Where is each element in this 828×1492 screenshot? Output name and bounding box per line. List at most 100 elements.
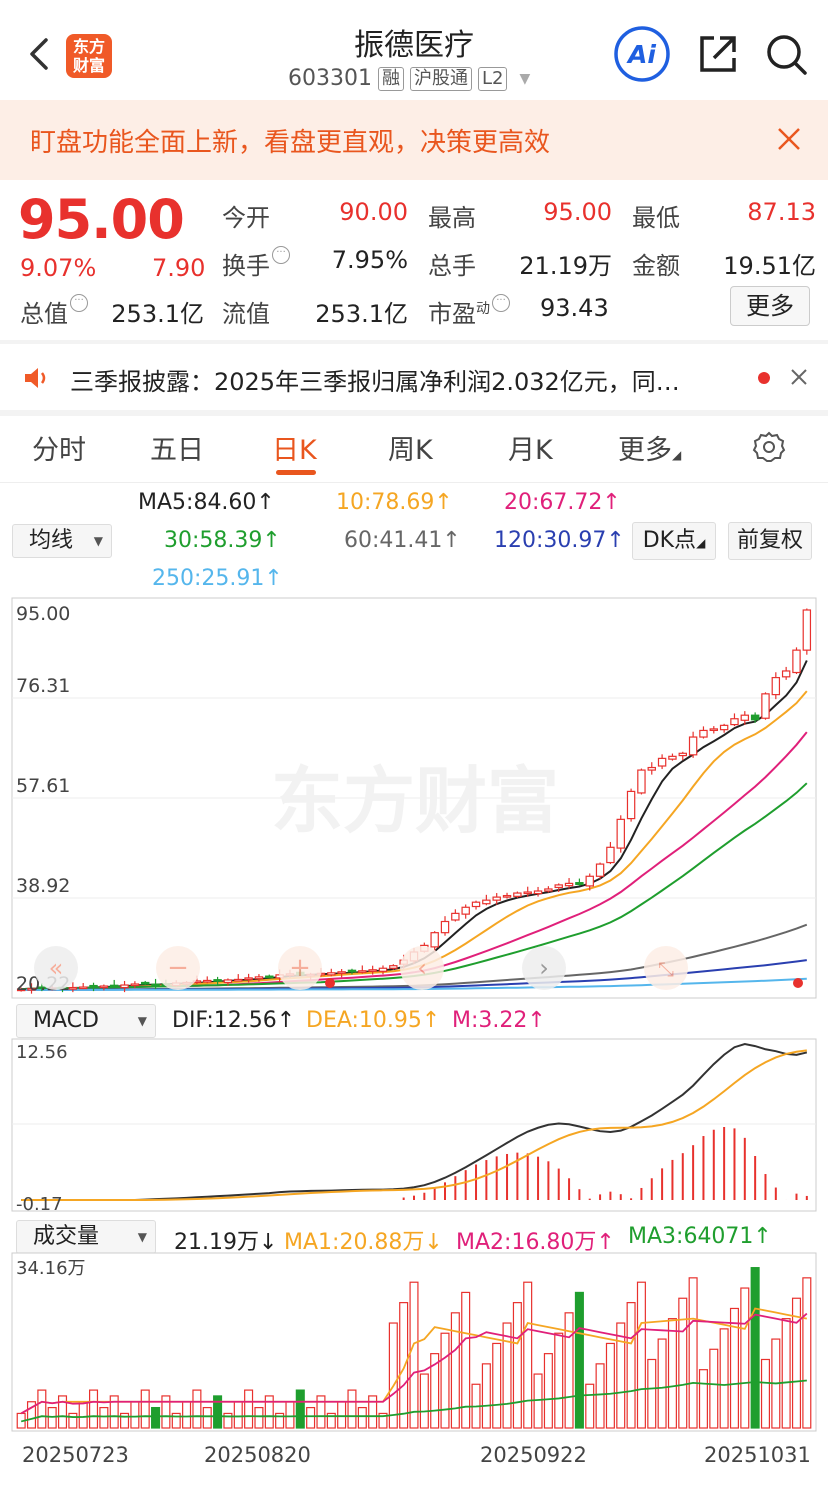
close-icon[interactable] [776, 126, 802, 152]
chevron-left-icon[interactable]: ‹ [417, 954, 427, 982]
volume-ma3: MA3:64071↑ [628, 1224, 772, 1249]
ai-icon[interactable]: Ai [612, 24, 672, 84]
volume-bar [378, 1412, 388, 1429]
volume-bar [698, 1369, 708, 1429]
volume-bar [192, 1389, 202, 1429]
volume-bar [399, 1302, 409, 1429]
ma5-value: MA5:84.60↑ [138, 490, 275, 515]
fullscreen-button[interactable] [644, 946, 688, 990]
info-dots-icon[interactable]: ··· [70, 294, 88, 312]
minus-icon[interactable]: − [167, 953, 189, 983]
volume-bar [120, 1412, 130, 1429]
ma250-value: 250:25.91↑ [152, 566, 283, 591]
volume-bar [595, 1363, 605, 1429]
chart-period-tabs: 分时 五日 日K 周K 月K 更多◢ [0, 420, 828, 480]
tab-five-day[interactable]: 五日 [150, 435, 204, 466]
search-icon[interactable] [764, 32, 808, 76]
step-right-button[interactable] [522, 946, 566, 990]
volume-chart[interactable]: 34.16万 20250723 20250820 20250922 202510… [0, 1252, 828, 1492]
candle [347, 969, 357, 973]
candle [802, 609, 812, 651]
volume-bar [47, 1406, 57, 1429]
macd-select[interactable]: MACD ▼ [16, 1004, 156, 1038]
candle [513, 892, 522, 897]
candle [595, 863, 605, 877]
ma-select[interactable]: 均线 ▼ [12, 524, 112, 558]
y-label-3: 57.61 [16, 775, 70, 797]
adjusted-price-button[interactable]: 前复权 [728, 522, 812, 560]
candle [668, 755, 677, 760]
macd-chart[interactable]: 12.56 -0.17 [0, 1038, 828, 1214]
y-label-2: 76.31 [16, 675, 70, 697]
candle [471, 901, 481, 908]
tab-weekly-k[interactable]: 周K [388, 435, 433, 466]
event-marker[interactable] [793, 978, 803, 988]
candle [657, 757, 667, 767]
gear-icon[interactable] [752, 430, 786, 464]
grid-lines [12, 697, 816, 899]
more-quote-button[interactable]: 更多 [730, 286, 810, 326]
candle [99, 985, 109, 989]
volume-select[interactable]: 成交量 ▼ [16, 1220, 156, 1254]
plus-icon[interactable]: + [289, 953, 311, 983]
promo-banner[interactable]: 盯盘功能全面上新，看盘更直观，决策更高效 [0, 100, 828, 180]
date-label: 20250723 [22, 1443, 129, 1467]
volume-bar [492, 1342, 502, 1429]
tag-margin: 融 [377, 66, 404, 91]
chevron-right-icon[interactable]: › [539, 954, 549, 982]
amount-label: 金额 [632, 252, 680, 280]
zoom-out-button[interactable] [156, 946, 200, 990]
candle [699, 729, 708, 738]
event-marker[interactable] [325, 978, 335, 988]
candle [606, 846, 615, 864]
info-dots-icon[interactable]: ··· [272, 246, 290, 264]
tab-intraday[interactable]: 分时 [32, 435, 86, 466]
candle [440, 920, 450, 934]
candle [792, 649, 801, 674]
ma10-value: 10:78.69↑ [336, 490, 453, 515]
info-dots-icon[interactable]: ··· [492, 294, 510, 312]
tab-monthly-k[interactable]: 月K [508, 435, 553, 466]
chevron-down-icon[interactable]: ▼ [519, 70, 531, 87]
quote-panel: 95.00 9.07% 7.90 今开 90.00 最高 95.00 最低 87… [0, 180, 828, 340]
share-icon[interactable] [696, 32, 740, 76]
candle [141, 981, 150, 985]
candle [647, 766, 656, 771]
news-ticker[interactable]: 三季报披露：2025年三季报归属净利润2.032亿元，同… [0, 344, 828, 410]
scroll-left-button[interactable] [34, 946, 78, 990]
volume-bar [719, 1328, 729, 1429]
candle [37, 986, 47, 990]
candle [616, 818, 625, 849]
tab-daily-k[interactable]: 日K [272, 435, 317, 466]
tab-more[interactable]: 更多◢ [618, 435, 682, 466]
candle [750, 714, 760, 721]
candle [678, 752, 687, 757]
change-percent: 9.07% [20, 254, 97, 282]
close-icon[interactable] [790, 368, 808, 386]
expand-icon[interactable]: ⤡ [658, 957, 674, 981]
volume-bar [430, 1353, 440, 1429]
divider [0, 410, 828, 416]
volume-bar [306, 1406, 316, 1429]
step-left-button[interactable] [400, 946, 444, 990]
double-chevron-left-icon[interactable]: « [49, 954, 64, 982]
open-label: 今开 [222, 204, 270, 232]
back-icon[interactable] [24, 34, 54, 74]
candle [523, 891, 532, 895]
volume-bar [89, 1389, 99, 1429]
kline-chart[interactable]: 东方财富 95.00 76.31 57.61 38.92 20.22 « − +… [0, 596, 828, 1002]
candle [761, 693, 770, 719]
volume-bar [368, 1395, 378, 1429]
volume-bar [564, 1312, 574, 1429]
candle [213, 979, 222, 982]
volume-bar [729, 1307, 739, 1429]
ma60-value: 60:41.41↑ [344, 528, 461, 553]
volume-bar [502, 1322, 512, 1429]
volume-bar [616, 1322, 626, 1429]
volume-bar [130, 1401, 140, 1429]
volume-bar [171, 1412, 181, 1429]
current-price: 95.00 [18, 188, 185, 251]
volume-bar [388, 1322, 398, 1429]
dk-point-button[interactable]: DK点◢ [632, 522, 716, 560]
zoom-in-button[interactable] [278, 946, 322, 990]
